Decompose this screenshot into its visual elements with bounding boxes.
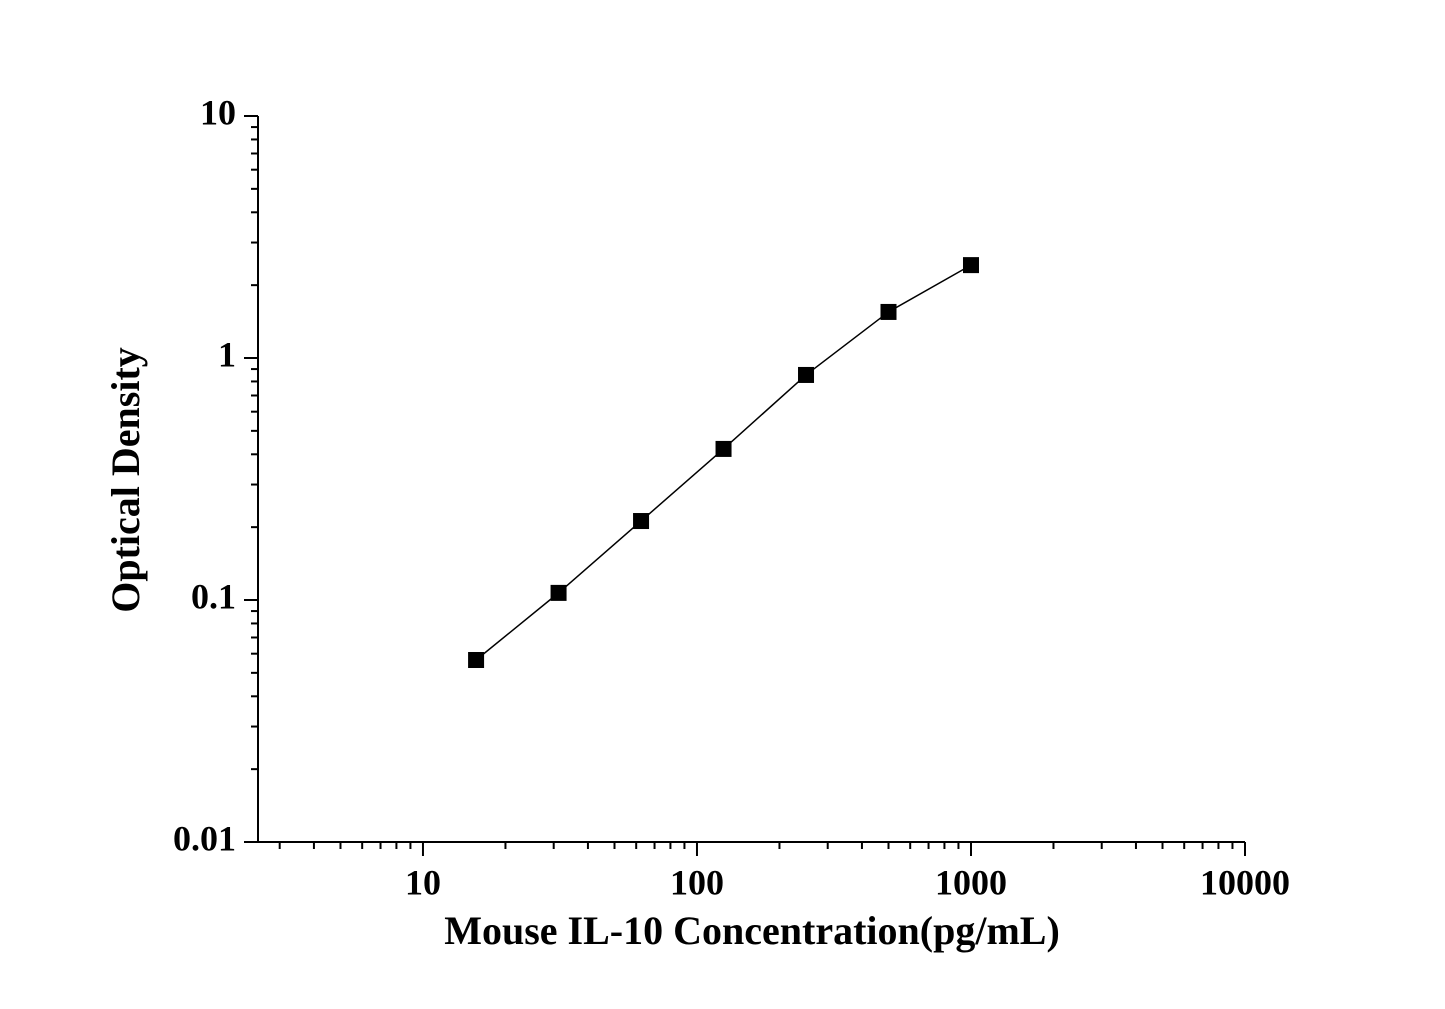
series-line — [475, 264, 972, 661]
x-tick-label: 10 — [405, 862, 441, 902]
data-point — [468, 652, 485, 669]
data-point — [550, 584, 567, 601]
y-axis-title: Optical Density — [103, 347, 148, 613]
data-point — [715, 440, 732, 457]
data-point — [962, 257, 979, 274]
data-point — [880, 303, 897, 320]
y-tick-label: 10 — [200, 92, 236, 132]
x-axis-title: Mouse IL-10 Concentration(pg/mL) — [444, 908, 1060, 953]
x-tick-label: 10000 — [1200, 862, 1290, 902]
y-tick-label: 0.01 — [173, 818, 236, 858]
y-tick-label: 1 — [218, 334, 236, 374]
data-point — [633, 513, 650, 530]
x-tick-label: 100 — [670, 862, 724, 902]
x-tick-label: 1000 — [935, 862, 1007, 902]
data-point — [798, 366, 815, 383]
y-tick-label: 0.1 — [191, 576, 236, 616]
